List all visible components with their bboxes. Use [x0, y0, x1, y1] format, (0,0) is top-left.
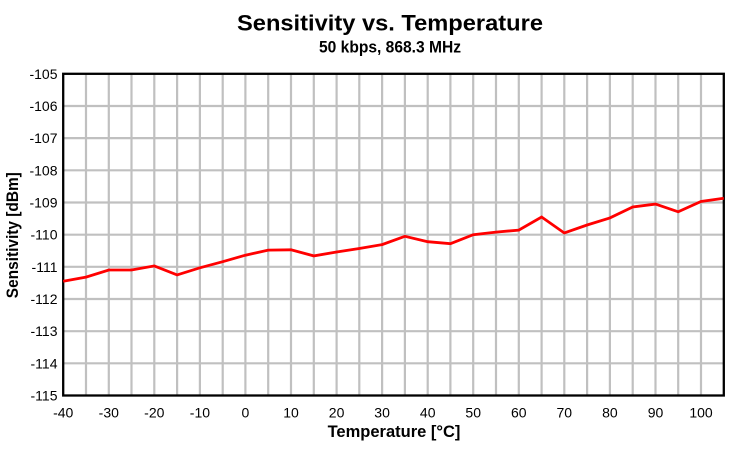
svg-text:-113: -113	[31, 323, 58, 339]
svg-text:30: 30	[374, 404, 390, 420]
svg-text:Temperature [°C]: Temperature [°C]	[328, 423, 461, 441]
svg-text:-115: -115	[31, 388, 58, 404]
svg-text:-112: -112	[31, 291, 58, 307]
svg-text:-106: -106	[29, 98, 57, 114]
svg-text:-114: -114	[31, 355, 58, 371]
svg-text:-30: -30	[99, 404, 119, 420]
svg-text:20: 20	[329, 404, 345, 420]
svg-text:90: 90	[648, 404, 664, 420]
svg-text:-108: -108	[29, 162, 57, 178]
svg-text:-110: -110	[31, 227, 58, 243]
svg-text:-40: -40	[53, 404, 73, 420]
svg-text:50: 50	[465, 404, 481, 420]
svg-text:100: 100	[689, 404, 713, 420]
svg-text:-109: -109	[29, 195, 57, 211]
svg-text:40: 40	[420, 404, 436, 420]
svg-text:0: 0	[242, 404, 250, 420]
svg-text:-111: -111	[32, 259, 58, 275]
svg-text:50 kbps, 868.3 MHz: 50 kbps, 868.3 MHz	[319, 38, 461, 56]
svg-text:60: 60	[511, 404, 527, 420]
svg-text:-10: -10	[190, 404, 210, 420]
svg-text:-105: -105	[29, 66, 57, 82]
svg-text:Sensitivity vs. Temperature: Sensitivity vs. Temperature	[237, 10, 543, 35]
svg-text:-107: -107	[29, 130, 57, 146]
svg-text:10: 10	[283, 404, 299, 420]
svg-text:80: 80	[602, 404, 618, 420]
svg-text:Sensitivity [dBm]: Sensitivity [dBm]	[3, 172, 22, 298]
svg-text:-20: -20	[144, 404, 164, 420]
svg-text:70: 70	[557, 404, 573, 420]
